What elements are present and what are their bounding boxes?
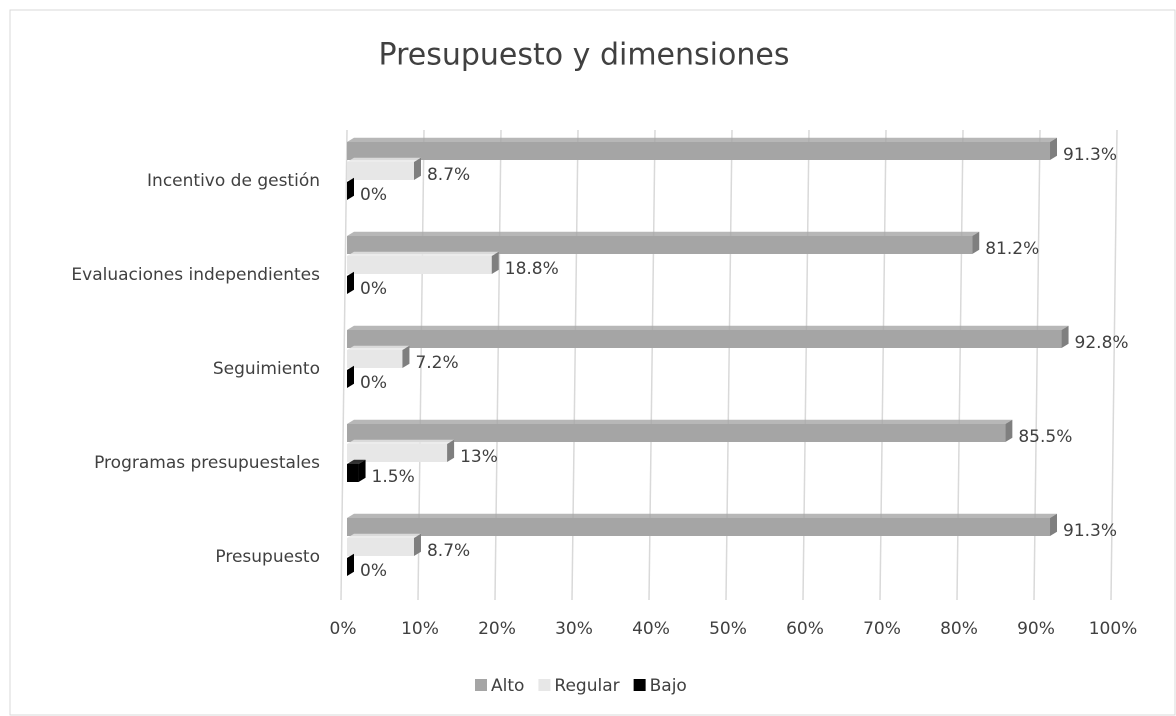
bar-side [413, 157, 421, 180]
chart-frame [9, 9, 1176, 716]
data-label: 13% [460, 447, 498, 467]
legend-label: Regular [554, 676, 619, 696]
legend-swatch [633, 679, 646, 691]
bar [347, 256, 492, 274]
legend-swatch [538, 679, 551, 691]
bar-side [1050, 137, 1058, 160]
bar-side [347, 177, 354, 200]
bar [347, 350, 403, 368]
data-label: 7.2% [415, 353, 458, 373]
bar-top [347, 533, 421, 538]
bar [347, 444, 448, 462]
x-tick-label: 20% [478, 619, 516, 639]
bar-side [972, 231, 980, 254]
bar [347, 518, 1051, 536]
legend-label: Bajo [650, 676, 687, 696]
x-tick-label: 70% [863, 619, 901, 639]
x-tick-label: 10% [401, 619, 439, 639]
bar-side [358, 459, 366, 482]
x-tick-label: 60% [786, 619, 824, 639]
bar [347, 142, 1051, 160]
bar-top [347, 325, 1069, 330]
bar-side [1005, 419, 1013, 442]
x-tick-label: 80% [940, 619, 978, 639]
bar-top [347, 513, 1058, 518]
bar-side [447, 439, 455, 462]
x-tick-label: 100% [1089, 619, 1138, 639]
y-tick-label: Incentivo de gestión [147, 171, 320, 191]
bar-top [347, 439, 455, 444]
data-label: 85.5% [1018, 427, 1072, 447]
bar-top [347, 459, 366, 464]
bar-side [1050, 513, 1058, 536]
bar-top [347, 157, 421, 162]
bar-side [491, 251, 499, 274]
y-tick-label: Evaluaciones independientes [71, 265, 320, 285]
bar-top [347, 137, 1058, 142]
bar-side [413, 533, 421, 556]
y-tick-label: Seguimiento [213, 359, 320, 379]
data-label: 1.5% [372, 467, 415, 487]
legend-swatch [475, 679, 487, 691]
chart-title: Presupuesto y dimensiones [379, 38, 790, 73]
x-tick-label: 50% [709, 619, 747, 639]
bar [347, 538, 414, 556]
bar-top [347, 231, 980, 236]
bar [347, 330, 1062, 348]
bar-side [347, 365, 354, 388]
data-label: 0% [360, 185, 387, 205]
grid-line [340, 129, 348, 601]
bar-top [347, 419, 1013, 424]
data-label: 92.8% [1075, 333, 1129, 353]
bar [347, 464, 359, 482]
data-label: 0% [360, 373, 387, 393]
y-tick-label: Programas presupuestales [94, 453, 320, 473]
x-tick-label: 30% [555, 619, 593, 639]
data-label: 91.3% [1063, 145, 1117, 165]
bar-side [347, 271, 354, 294]
x-tick-label: 90% [1017, 619, 1055, 639]
bar-top [347, 251, 499, 256]
data-label: 0% [360, 279, 387, 299]
bar [347, 424, 1006, 442]
data-label: 8.7% [427, 541, 470, 561]
bar-side [347, 553, 354, 576]
data-label: 18.8% [505, 259, 559, 279]
bar-side [402, 345, 410, 368]
data-label: 91.3% [1063, 521, 1117, 541]
data-label: 81.2% [985, 239, 1039, 259]
data-label: 0% [360, 561, 387, 581]
legend-label: Alto [491, 676, 524, 696]
x-tick-label: 0% [330, 619, 357, 639]
grid-line [1110, 129, 1118, 601]
bar [347, 162, 414, 180]
data-label: 8.7% [427, 165, 470, 185]
bar-side [1061, 325, 1069, 348]
y-tick-label: Presupuesto [215, 547, 320, 567]
x-tick-label: 40% [632, 619, 670, 639]
bar [347, 236, 973, 254]
bar-top [347, 345, 410, 350]
